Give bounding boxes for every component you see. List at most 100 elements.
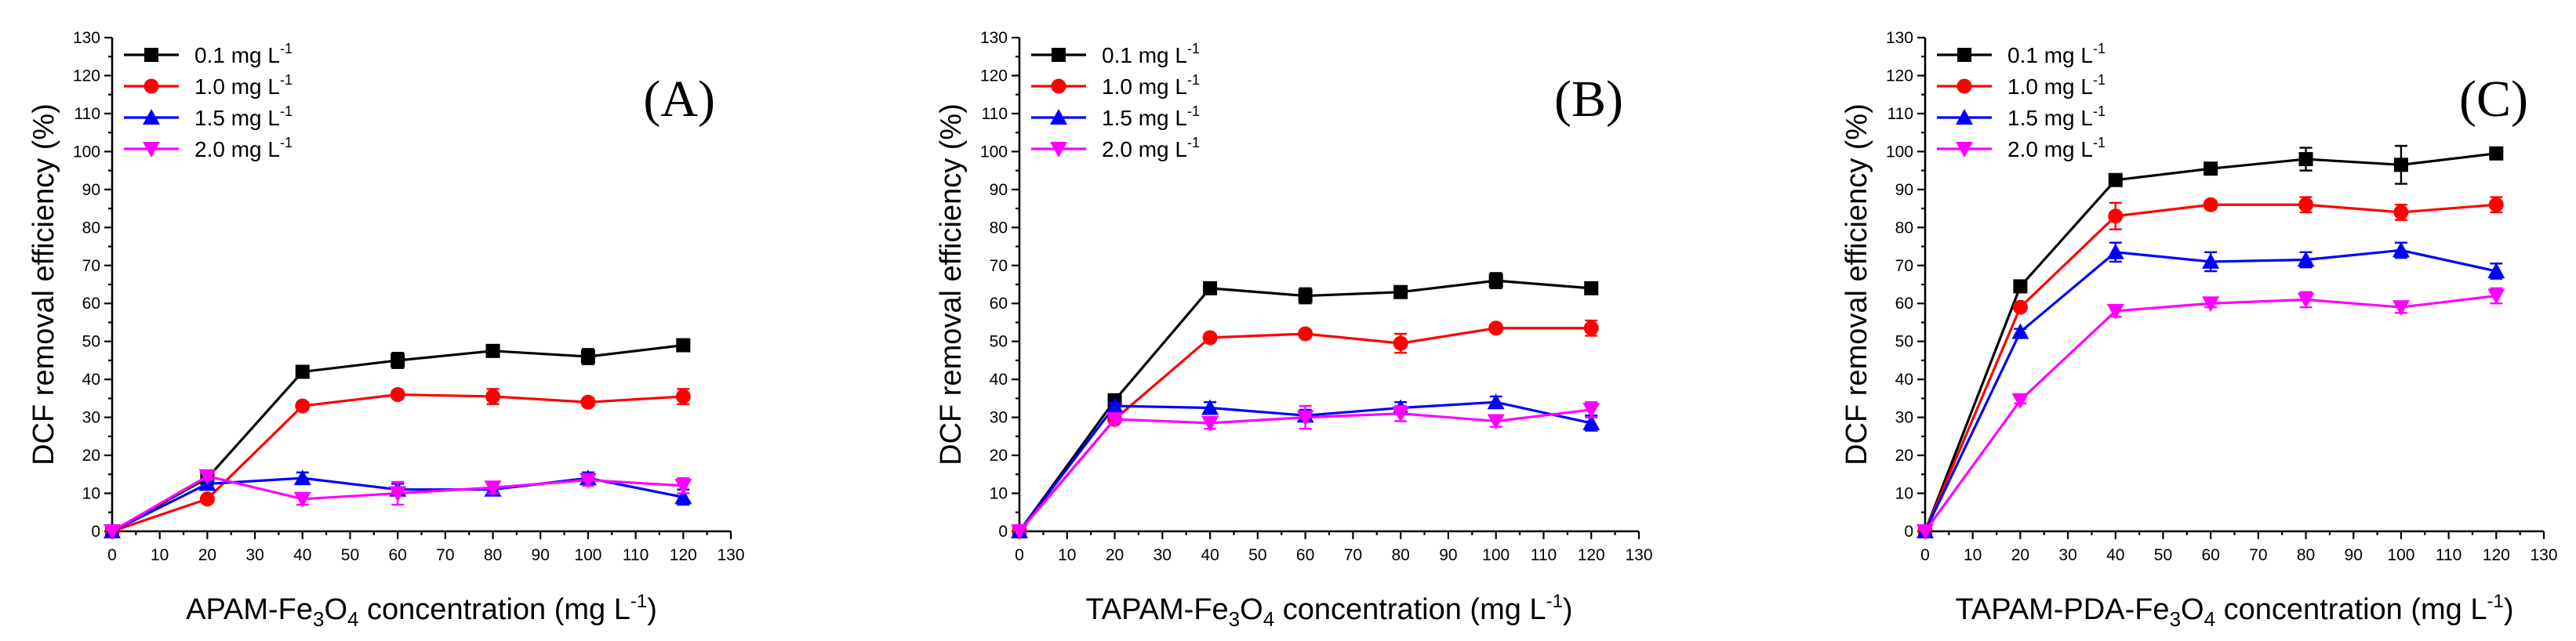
- data-point: [2108, 172, 2123, 187]
- y-tick-label: 80: [82, 219, 100, 237]
- y-tick-label: 60: [82, 295, 100, 313]
- data-point: [295, 364, 310, 379]
- legend-superscript: -1: [1187, 103, 1200, 119]
- y-tick-label: 80: [1895, 219, 1913, 237]
- legend-label: 0.1 mg L: [194, 43, 280, 67]
- panel-label: (A): [643, 71, 715, 128]
- y-tick-label: 130: [980, 29, 1008, 47]
- data-point: [389, 486, 407, 502]
- y-tick-label: 0: [1904, 523, 1913, 541]
- series-0: [1918, 144, 2504, 538]
- data-point: [104, 524, 121, 540]
- data-point: [295, 398, 311, 414]
- data-point: [2204, 161, 2218, 176]
- x-tick-label: 0: [107, 546, 117, 564]
- series-2: [1917, 241, 2505, 538]
- series-3: [1011, 401, 1600, 540]
- x-axis-title: TAPAM-Fe3O4 concentration (mg L-1): [1085, 591, 1572, 631]
- legend-entry: 1.5 mg L-1: [194, 103, 292, 130]
- data-point: [1298, 326, 1313, 342]
- y-tick-label: 30: [82, 409, 100, 427]
- x-title-subscript: 4: [2204, 607, 2215, 631]
- x-title-superscript: -1: [1546, 591, 1563, 612]
- data-point: [2108, 208, 2124, 224]
- x-tick-label: 50: [2154, 546, 2172, 564]
- y-tick-label: 50: [1895, 333, 1913, 351]
- x-tick-label: 30: [245, 546, 263, 564]
- x-title-part: O: [1240, 593, 1263, 626]
- x-tick-label: 60: [388, 546, 406, 564]
- data-point: [2393, 205, 2409, 220]
- y-tick-label: 110: [74, 105, 100, 123]
- legend-label: 2.0 mg L: [194, 137, 280, 161]
- x-title-part: concentration (mg L: [358, 593, 630, 626]
- data-point: [1583, 320, 1599, 336]
- legend-entry: 2.0 mg L-1: [2007, 135, 2105, 161]
- x-tick-label: 50: [341, 546, 359, 564]
- data-point: [675, 389, 691, 404]
- y-tick-label: 10: [82, 485, 100, 503]
- legend-label: 1.5 mg L: [194, 106, 280, 130]
- data-point: [390, 387, 405, 403]
- y-tick-label: 20: [990, 447, 1008, 465]
- y-axis-title: DCF removal efficiency (%): [935, 103, 968, 465]
- data-point: [293, 469, 311, 486]
- x-title-subscript: 3: [1229, 607, 1240, 631]
- legend-swatch-marker: [1957, 78, 1972, 94]
- series-1: [104, 387, 691, 539]
- x-title-part: concentration (mg L: [1274, 593, 1546, 626]
- data-point: [2202, 252, 2220, 269]
- x-tick-label: 0: [1920, 546, 1930, 564]
- data-point: [1106, 412, 1124, 429]
- data-point: [1202, 330, 1218, 346]
- x-tick-label: 60: [1296, 546, 1314, 564]
- x-title-subscript: 3: [2170, 607, 2181, 631]
- data-point: [674, 478, 692, 494]
- legend-entry: 0.1 mg L-1: [2007, 41, 2105, 67]
- legend-superscript: -1: [2093, 41, 2105, 56]
- data-point: [1201, 415, 1219, 432]
- y-tick-label: 0: [91, 523, 100, 541]
- legend: 0.1 mg L-11.0 mg L-11.5 mg L-12.0 mg L-1: [124, 41, 292, 161]
- x-tick-label: 110: [623, 546, 649, 564]
- x-title-part: ): [647, 593, 657, 626]
- x-title-part: APAM-Fe: [186, 593, 313, 626]
- x-tick-label: 90: [1439, 546, 1457, 564]
- data-point: [293, 491, 311, 508]
- data-point: [2297, 292, 2315, 309]
- data-point: [391, 353, 405, 368]
- data-point: [2298, 197, 2314, 212]
- chart-panel-c: 0 10 20 30 40 50 60 70 80 90 100 110 120 130010203040…: [1840, 29, 2558, 631]
- y-tick-label: 100: [1886, 143, 1913, 161]
- x-tick-label: 110: [1531, 546, 1557, 564]
- x-title-subscript: 4: [347, 607, 358, 631]
- series-line: [111, 393, 684, 533]
- x-tick-label: 40: [1201, 546, 1219, 564]
- x-title-subscript: 3: [313, 607, 324, 631]
- x-tick-label: 70: [436, 546, 454, 564]
- legend-entry: 1.0 mg L-1: [1102, 72, 1200, 99]
- y-tick-label: 110: [1887, 105, 1913, 123]
- chart-panel-a: 0 10 20 30 40 50 60 70 80 90 100 110 120 130010203040…: [27, 29, 745, 631]
- x-title-part: concentration (mg L: [2215, 593, 2487, 626]
- legend-label: 1.5 mg L: [1102, 106, 1187, 130]
- data-point: [2489, 146, 2504, 161]
- x-tick-label: 100: [1482, 546, 1510, 564]
- data-point: [2392, 300, 2410, 317]
- data-point: [579, 473, 597, 489]
- data-point: [485, 389, 501, 404]
- series-1: [1917, 196, 2504, 539]
- data-point: [1011, 524, 1028, 540]
- data-point: [2488, 197, 2504, 212]
- x-tick-label: 130: [2530, 546, 2557, 564]
- y-tick-label: 70: [82, 257, 100, 275]
- data-point: [2106, 243, 2124, 259]
- data-point: [580, 349, 595, 364]
- y-tick-label: 120: [73, 67, 100, 85]
- legend-superscript: -1: [2093, 135, 2105, 150]
- panel-label: (C): [2459, 71, 2528, 128]
- legend-swatch-marker: [1050, 142, 1067, 158]
- legend-superscript: -1: [2093, 103, 2105, 119]
- data-point: [1201, 399, 1219, 415]
- legend-label: 1.0 mg L: [1102, 74, 1187, 99]
